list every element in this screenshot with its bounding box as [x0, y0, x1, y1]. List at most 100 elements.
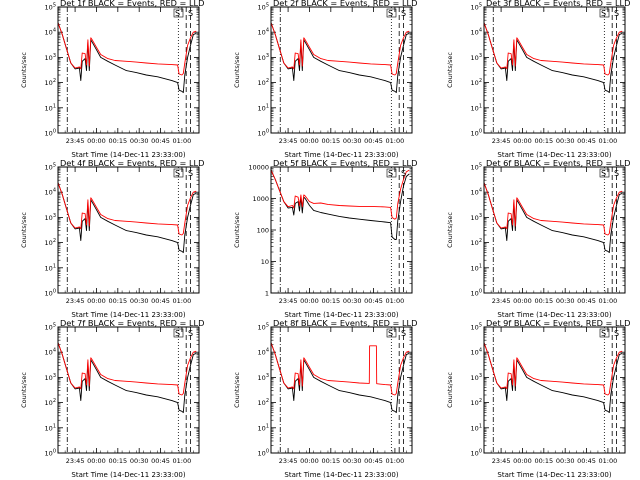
detector-panel: Det 4f BLACK = Events, RED = LLD Counts/s…	[20, 158, 204, 319]
panel-title: Det 8f BLACK = Events, RED = LLD	[273, 318, 417, 328]
y-tick-label: 10000	[248, 164, 269, 172]
x-tick-label: 01:00	[599, 137, 618, 145]
plot-frame	[483, 166, 626, 294]
y-axis-label: Counts/sec	[446, 212, 454, 248]
x-tick-label: 23:45	[492, 297, 511, 305]
corner-mark: S	[175, 9, 180, 18]
x-tick-label: 00:15	[108, 137, 127, 145]
y-tick-label: 100	[471, 449, 482, 458]
lld-series-line	[483, 22, 623, 76]
x-axis-label: Start Time (14-Dec-11 23:33:00)	[284, 311, 398, 319]
events-series-line	[57, 342, 197, 414]
events-series-line	[270, 169, 410, 240]
x-tick-label: 00:15	[321, 457, 340, 465]
y-axis-label: Counts/sec	[233, 372, 241, 408]
x-axis-label: Start Time (14-Dec-11 23:33:00)	[71, 311, 185, 319]
y-axis-label: Counts/sec	[233, 212, 241, 248]
y-tick-label: 104	[45, 28, 56, 37]
x-tick-label: 00:45	[364, 297, 383, 305]
y-tick-label: 100	[258, 449, 269, 458]
x-tick-label: 23:45	[66, 297, 85, 305]
x-tick-label: 00:00	[513, 457, 532, 465]
y-tick-label: 105	[45, 323, 56, 332]
corner-mark-box	[173, 168, 184, 178]
panel-title: Det 7f BLACK = Events, RED = LLD	[60, 318, 204, 328]
x-tick-label: 23:45	[279, 457, 298, 465]
y-axis-label: Counts/sec	[20, 372, 28, 408]
corner-mark: S	[175, 329, 180, 338]
y-tick-label: 1000	[252, 195, 269, 203]
y-tick-label: 103	[471, 213, 482, 222]
x-tick-label: 23:45	[492, 137, 511, 145]
x-tick-label: 00:00	[87, 297, 106, 305]
y-tick-label: 104	[471, 188, 482, 197]
x-axis-label: Start Time (14-Dec-11 23:33:00)	[497, 311, 611, 319]
x-tick-label: 00:45	[577, 457, 596, 465]
x-tick-label: 00:15	[108, 457, 127, 465]
detector-panel: Det 7f BLACK = Events, RED = LLD Counts/s…	[20, 318, 204, 479]
panel-title: Det 3f BLACK = Events, RED = LLD	[486, 0, 630, 8]
x-axis-label: Start Time (14-Dec-11 23:33:00)	[497, 151, 611, 159]
corner-mark: S	[401, 169, 406, 178]
y-axis-label: Counts/sec	[446, 52, 454, 88]
detector-panel: Det 6f BLACK = Events, RED = LLD Counts/s…	[446, 158, 630, 319]
events-series-line	[57, 182, 197, 254]
x-axis-label: Start Time (14-Dec-11 23:33:00)	[284, 471, 398, 479]
y-tick-label: 100	[45, 289, 56, 298]
y-tick-label: 104	[258, 348, 269, 357]
corner-mark: S	[388, 9, 393, 18]
x-tick-label: 00:15	[321, 137, 340, 145]
x-tick-label: 00:00	[300, 137, 319, 145]
x-tick-label: 00:15	[321, 297, 340, 305]
y-tick-label: 101	[258, 423, 269, 432]
x-tick-label: 00:30	[343, 137, 362, 145]
events-series-line	[270, 342, 410, 414]
x-tick-label: 23:45	[66, 137, 85, 145]
x-tick-label: 00:00	[300, 297, 319, 305]
y-tick-label: 100	[257, 227, 269, 235]
y-tick-label: 100	[45, 449, 56, 458]
x-tick-label: 00:00	[87, 457, 106, 465]
x-tick-label: 00:00	[87, 137, 106, 145]
events-series-line	[270, 22, 410, 94]
corner-mark-box	[173, 328, 184, 338]
y-tick-label: 105	[45, 163, 56, 172]
y-tick-label: 102	[471, 398, 482, 407]
y-tick-label: 100	[471, 289, 482, 298]
y-axis-label: Counts/sec	[20, 52, 28, 88]
x-tick-label: 00:45	[151, 457, 170, 465]
panel-title: Det 2f BLACK = Events, RED = LLD	[273, 0, 417, 8]
events-series-line	[483, 182, 623, 254]
events-series-line	[57, 22, 197, 94]
y-tick-label: 103	[471, 53, 482, 62]
y-tick-label: 102	[258, 398, 269, 407]
y-tick-label: 105	[471, 3, 482, 12]
y-tick-label: 102	[258, 78, 269, 87]
corner-mark: S	[614, 9, 619, 18]
corner-mark-box	[599, 328, 610, 338]
panel-title: Det 1f BLACK = Events, RED = LLD	[60, 0, 204, 8]
y-tick-label: 101	[471, 263, 482, 272]
x-tick-label: 00:30	[556, 457, 575, 465]
corner-mark: S	[601, 169, 606, 178]
x-axis-label: Start Time (14-Dec-11 23:33:00)	[284, 151, 398, 159]
y-tick-label: 103	[471, 373, 482, 382]
y-tick-label: 101	[45, 263, 56, 272]
x-tick-label: 01:00	[173, 137, 192, 145]
y-tick-label: 101	[258, 103, 269, 112]
corner-mark-box	[386, 168, 397, 178]
y-tick-label: 1	[265, 290, 269, 298]
y-tick-label: 101	[471, 423, 482, 432]
x-axis-label: Start Time (14-Dec-11 23:33:00)	[497, 471, 611, 479]
y-axis-label: Counts/sec	[233, 52, 241, 88]
plot-frame	[483, 326, 626, 454]
detector-panel: Det 5f BLACK = Events, RED = LLD Counts/s…	[233, 158, 417, 319]
x-tick-label: 00:30	[130, 137, 149, 145]
y-tick-label: 10	[261, 258, 269, 266]
corner-mark: S	[175, 169, 180, 178]
x-tick-label: 01:00	[386, 297, 405, 305]
corner-mark: S	[188, 169, 193, 178]
events-series-line	[483, 22, 623, 94]
y-tick-label: 105	[258, 3, 269, 12]
